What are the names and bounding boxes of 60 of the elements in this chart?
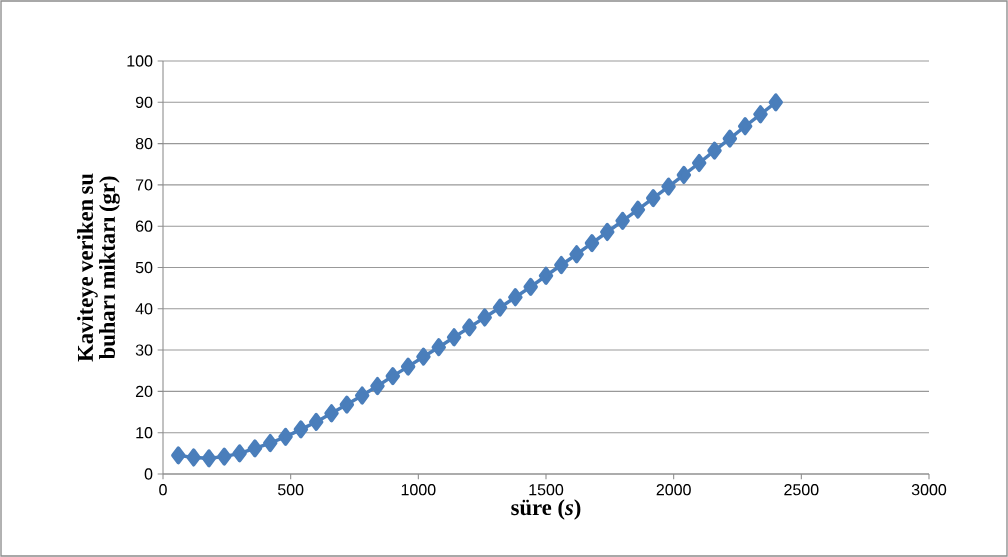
point xyxy=(201,449,217,468)
point xyxy=(477,308,492,327)
point xyxy=(446,328,462,347)
y-tick-label: 40 xyxy=(135,303,153,315)
y-tick-label: 50 xyxy=(135,261,153,274)
point xyxy=(462,318,477,337)
point xyxy=(354,386,370,405)
point xyxy=(600,222,615,242)
point xyxy=(569,245,584,264)
point xyxy=(217,447,232,466)
point xyxy=(293,420,309,439)
y-tick-label: 0 xyxy=(144,468,153,480)
y-tick-label: 30 xyxy=(135,344,153,356)
point xyxy=(508,288,523,307)
y-tick-label: 10 xyxy=(136,427,153,439)
point xyxy=(263,433,278,453)
point xyxy=(278,427,293,446)
x-tick-label: 500 xyxy=(277,484,304,496)
y-tick-label: 100 xyxy=(127,55,153,67)
point xyxy=(232,444,247,463)
point xyxy=(630,200,646,219)
point xyxy=(707,141,722,160)
point xyxy=(400,357,416,376)
point xyxy=(584,234,600,253)
point xyxy=(171,446,186,465)
point xyxy=(186,448,201,467)
point xyxy=(431,338,446,357)
y-tick-label: 60 xyxy=(135,220,153,232)
point xyxy=(722,129,738,148)
point xyxy=(661,177,676,196)
point xyxy=(416,347,431,366)
x-tick-label: 2500 xyxy=(784,484,819,496)
x-tick-label: 1500 xyxy=(529,484,564,496)
y-tick-label: 20 xyxy=(135,385,153,398)
point xyxy=(538,266,554,285)
x-tick-label: 1000 xyxy=(401,484,436,496)
point xyxy=(324,404,339,423)
point xyxy=(385,367,401,386)
point xyxy=(247,439,263,458)
point xyxy=(339,395,355,414)
point xyxy=(523,277,538,296)
point xyxy=(492,298,508,317)
point xyxy=(646,189,661,208)
point xyxy=(370,376,385,396)
y-tick-label: 90 xyxy=(135,96,153,108)
y-tick-label: 70 xyxy=(135,179,153,191)
point xyxy=(753,105,768,124)
x-tick-label: 3000 xyxy=(911,484,947,496)
x-tick-label: 2000 xyxy=(656,484,691,496)
point xyxy=(615,211,630,230)
point xyxy=(768,93,784,112)
point xyxy=(676,165,692,185)
point xyxy=(308,412,324,432)
x-tick-label: 0 xyxy=(159,484,167,496)
y-tick-label: 80 xyxy=(135,137,153,150)
point xyxy=(554,255,569,275)
y-axis-title: Kaviteye veriken su buharı miktarı (gr) xyxy=(77,173,120,362)
point xyxy=(691,153,707,173)
point xyxy=(737,117,753,136)
x-axis-title: süre (s) xyxy=(511,499,581,520)
